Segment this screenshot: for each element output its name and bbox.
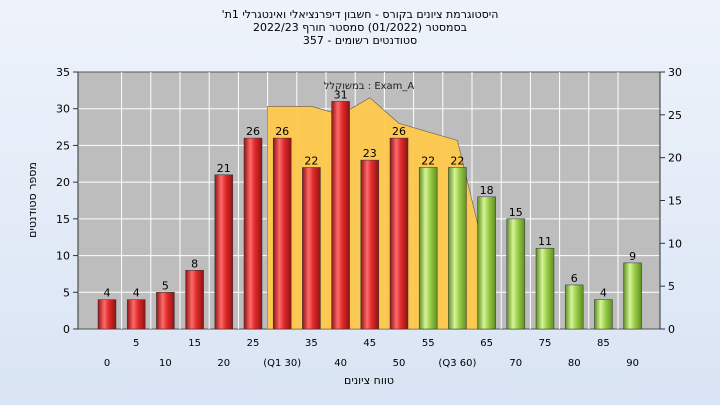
bar-value-label: 6 xyxy=(571,272,578,285)
x-tick-label: 0 xyxy=(104,358,110,369)
y-tick-label: 5 xyxy=(63,286,70,299)
bar-value-label: 22 xyxy=(304,154,318,167)
chart-subtitle-semester: בסמסטר (01/2022) סמסטר חורף 2022/23 xyxy=(253,21,467,34)
x-tick-label: 15 xyxy=(188,338,201,349)
bar xyxy=(302,167,321,330)
x-tick-label: 70 xyxy=(509,358,522,369)
y-tick-label: 15 xyxy=(56,213,70,226)
x-tick-label: 35 xyxy=(305,338,318,349)
bar-value-label: 9 xyxy=(629,250,636,263)
bar xyxy=(564,284,584,330)
y-tick-label: 20 xyxy=(56,176,70,189)
y2-tick-label: 0 xyxy=(668,323,675,336)
x-axis: 0 5 10 15 20 25(Q1 30) 35 40 45 50 55(Q3 60) 65 70 75… xyxy=(104,338,639,369)
bar-value-label: 22 xyxy=(450,154,464,167)
bar xyxy=(477,196,496,330)
bar-value-label: 26 xyxy=(246,125,260,138)
area-series-label: Exam_A : במשוקלל xyxy=(324,81,415,92)
bar-value-label: 23 xyxy=(363,147,377,160)
y-axis-label: מספר סטודנטים xyxy=(26,162,39,238)
x-tick-label: 5 xyxy=(133,338,139,349)
x-tick-label: 55 xyxy=(422,338,435,349)
bar-value-label: 4 xyxy=(104,287,111,300)
y2-tick-label: 15 xyxy=(668,195,682,208)
x-tick-label: 25 xyxy=(247,338,260,349)
bar xyxy=(331,101,350,330)
bar xyxy=(97,299,117,330)
bar xyxy=(594,299,613,330)
y-tick-label: 30 xyxy=(56,103,70,116)
bar-value-label: 11 xyxy=(538,235,552,248)
bar xyxy=(448,167,467,330)
y-tick-label: 35 xyxy=(56,66,70,79)
bar xyxy=(623,262,642,330)
chart-subtitle-students: סטודנטים רשומים - 357 xyxy=(302,34,418,47)
x-tick-label: 40 xyxy=(334,358,347,369)
bar xyxy=(360,159,380,330)
y-tick-label: 10 xyxy=(56,250,70,263)
chart-title: היסטוגרמת ציונים בקורס - חשבון דיפרנציאל… xyxy=(221,8,499,21)
x-tick-label: 20 xyxy=(217,358,230,369)
y-axis-right: 0 5 10 15 20 25 30 xyxy=(659,66,682,336)
y2-tick-label: 25 xyxy=(668,109,682,122)
bar-value-label: 4 xyxy=(133,287,140,300)
x-tick-label: (Q1 30) xyxy=(263,358,301,369)
bar xyxy=(418,167,438,330)
x-tick-label: 80 xyxy=(568,358,581,369)
x-tick-label: 45 xyxy=(363,338,376,349)
y2-tick-label: 20 xyxy=(668,152,682,165)
x-tick-label: 50 xyxy=(393,358,406,369)
y2-tick-label: 10 xyxy=(668,237,682,250)
bar xyxy=(214,174,234,330)
bar xyxy=(535,247,555,330)
y-tick-label: 0 xyxy=(63,323,70,336)
bar xyxy=(272,137,292,330)
bar-value-label: 5 xyxy=(162,279,169,292)
bar-value-label: 18 xyxy=(480,184,494,197)
y-axis-left: 0 5 10 15 20 25 30 35 xyxy=(56,66,79,336)
y-tick-label: 25 xyxy=(56,139,70,152)
bar xyxy=(389,137,409,330)
bar-value-labels: 4 4 5 8 21 26 26 22 31 23 26 22 22 18 15 11 6 4 9 xyxy=(104,88,637,299)
y2-tick-label: 30 xyxy=(668,66,682,79)
x-tick-label: 65 xyxy=(480,338,493,349)
bar-value-label: 21 xyxy=(217,162,231,175)
bar-value-label: 26 xyxy=(275,125,289,138)
chart-titles: היסטוגרמת ציונים בקורס - חשבון דיפרנציאל… xyxy=(0,8,720,47)
x-tick-label: 90 xyxy=(626,358,639,369)
bar-value-label: 31 xyxy=(334,88,348,101)
bar-value-label: 15 xyxy=(509,206,523,219)
x-tick-label: 85 xyxy=(597,338,610,349)
x-tick-label: (Q3 60) xyxy=(438,358,476,369)
x-axis-label: טווח ציונים xyxy=(344,374,394,387)
bar xyxy=(506,218,526,330)
bar xyxy=(243,137,263,330)
x-tick-label: 75 xyxy=(539,338,552,349)
bar-value-label: 4 xyxy=(600,287,607,300)
y2-tick-label: 5 xyxy=(668,280,675,293)
x-tick-label: 10 xyxy=(159,358,172,369)
bar-value-label: 22 xyxy=(421,154,435,167)
bar-value-label: 8 xyxy=(191,257,198,270)
bars xyxy=(97,101,642,330)
bar xyxy=(185,270,204,330)
bar-value-label: 26 xyxy=(392,125,406,138)
bar xyxy=(156,292,175,330)
bar xyxy=(126,299,146,330)
